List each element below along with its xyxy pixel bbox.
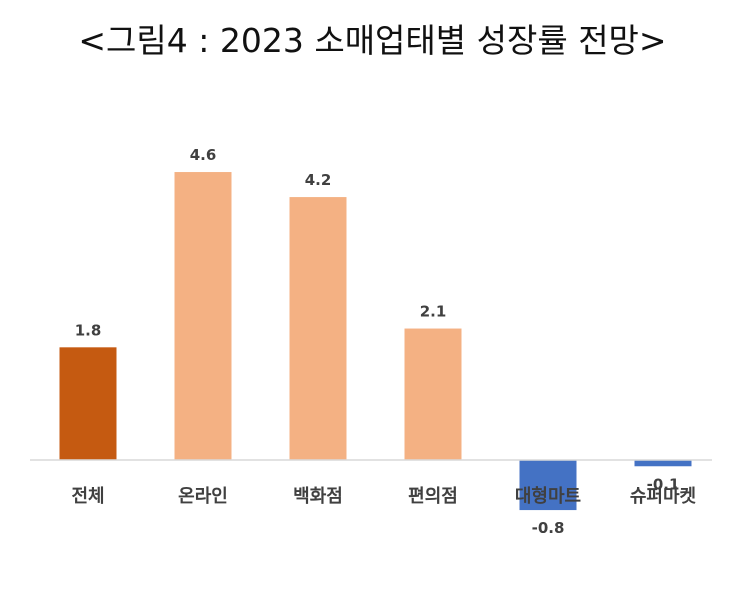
category-label: 전체	[71, 486, 104, 507]
bar-1	[59, 347, 117, 460]
category-label: 온라인	[178, 486, 228, 507]
category-label: 대형마트	[515, 486, 581, 507]
bar-4	[404, 328, 462, 460]
bar-6	[634, 460, 692, 467]
bars-group	[59, 172, 692, 511]
data-label: -0.1	[647, 475, 680, 493]
data-label: -0.8	[532, 519, 565, 537]
data-label: 4.6	[190, 146, 217, 164]
data-label: 1.8	[75, 321, 102, 339]
bar-3	[289, 197, 347, 460]
category-label: 슈퍼마켓	[630, 486, 697, 507]
chart-title: <그림4 : 2023 소매업태별 성장률 전망>	[78, 21, 667, 60]
data-label: 2.1	[420, 303, 447, 321]
bar-2	[174, 172, 232, 461]
data-label: 4.2	[305, 171, 332, 189]
bar-5	[519, 460, 577, 511]
category-label: 편의점	[408, 486, 458, 507]
category-label: 백화점	[293, 486, 343, 507]
